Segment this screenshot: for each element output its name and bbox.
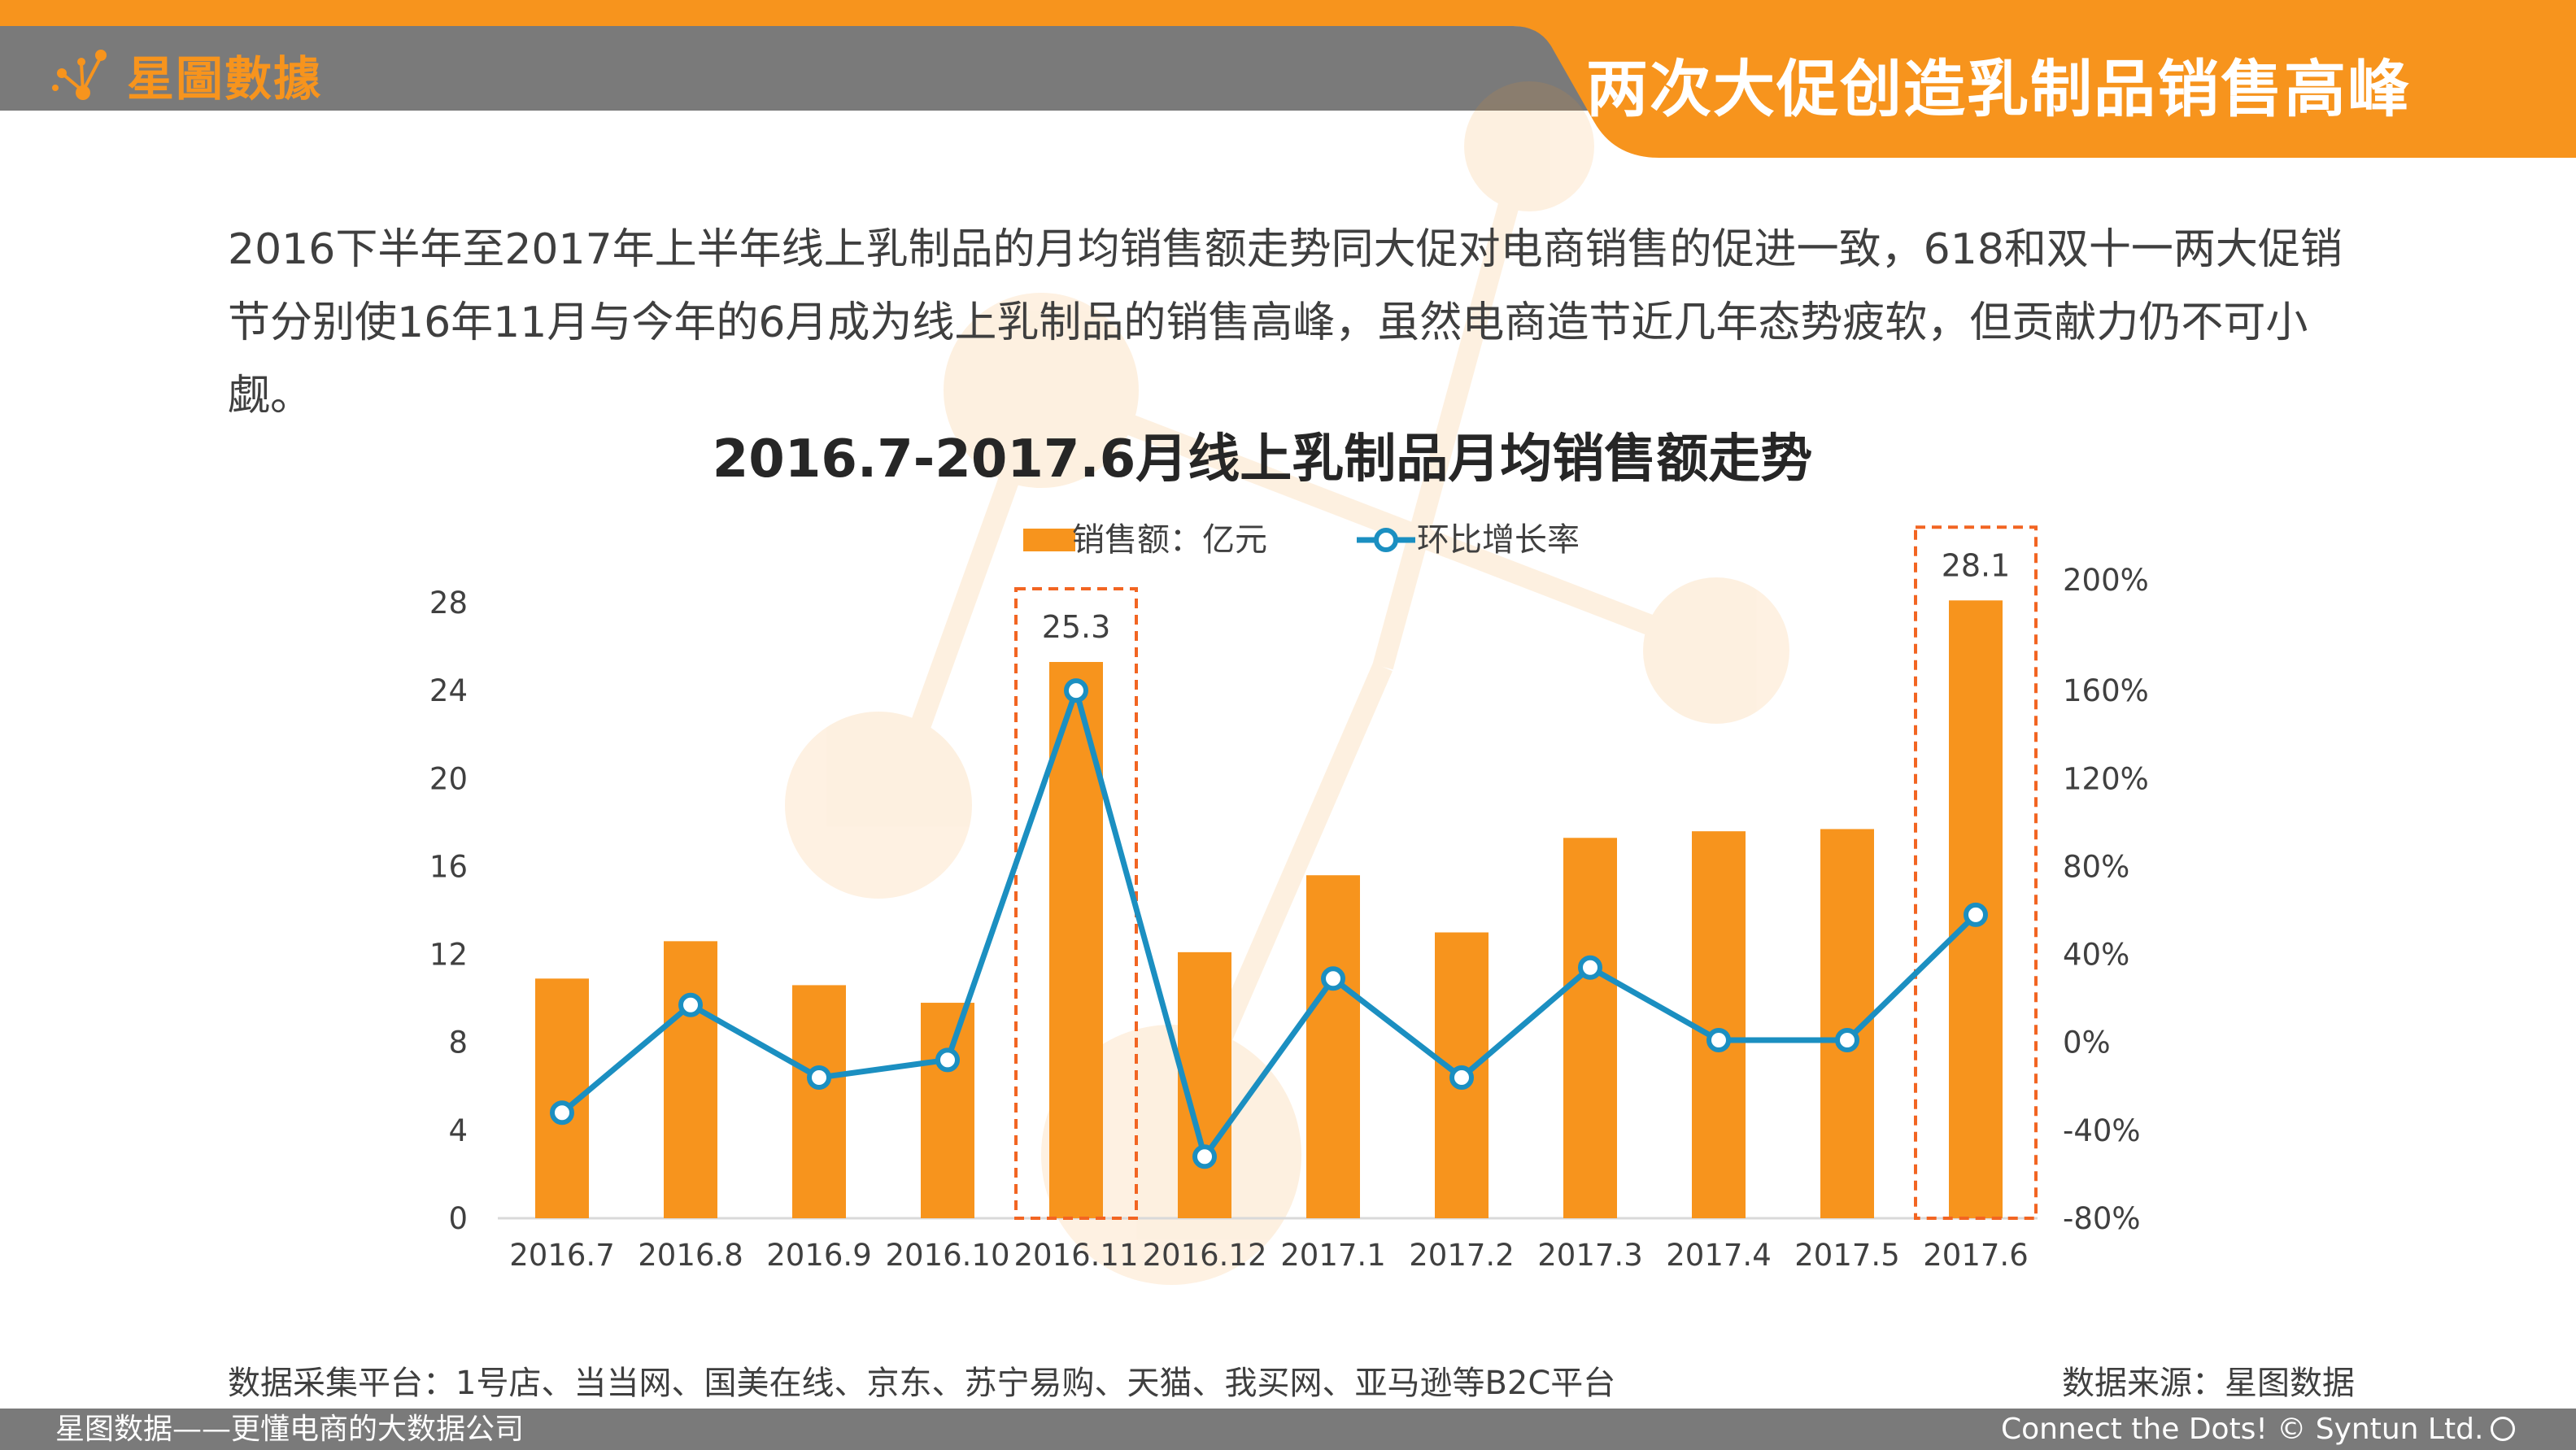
right-tick-label: 120% <box>2063 761 2149 796</box>
right-tick-label: -80% <box>2063 1201 2141 1236</box>
company-slogan: 星图数据——更懂电商的大数据公司 <box>55 1413 525 1446</box>
legend-line-marker <box>1374 528 1398 552</box>
left-tick-label: 12 <box>429 938 468 973</box>
bar-2017.4 <box>1692 831 1746 1218</box>
bar-2016.9 <box>792 985 846 1218</box>
constellation-logo-icon <box>52 50 107 100</box>
bar-2016.10 <box>921 1003 974 1218</box>
bar-series <box>535 600 2003 1218</box>
chart-legend: 销售额：亿元 环比增长率 <box>1023 521 1580 559</box>
source-platforms-note: 数据采集平台：1号店、当当网、国美在线、京东、苏宁易购、天猫、我买网、亚马逊等B… <box>228 1365 1616 1402</box>
brand-logo[interactable]: 星圖數據 <box>50 42 322 107</box>
page-title: 两次大促创造乳制品销售高峰 <box>1586 53 2411 125</box>
growth-marker-2016.9 <box>807 1065 831 1090</box>
highlight-boxes <box>1014 525 2038 1220</box>
x-tick-label: 2017.5 <box>1794 1238 1899 1273</box>
highlight-box-2017.6 <box>1914 525 2038 1220</box>
bar-2017.1 <box>1306 875 1360 1218</box>
header-orange-tab <box>1513 26 2576 158</box>
x-tick-label: 2016.7 <box>509 1238 614 1273</box>
growth-marker-2017.3 <box>1578 955 1602 980</box>
data-label-2017.6: 28.1 <box>1942 547 2011 583</box>
x-tick-label: 2016.8 <box>638 1238 743 1273</box>
bar-2016.8 <box>664 941 717 1218</box>
header-top-stripe <box>0 0 2576 26</box>
growth-marker-2016.12 <box>1192 1144 1217 1169</box>
growth-marker-2017.6 <box>1964 902 1988 927</box>
left-tick-label: 16 <box>429 849 468 884</box>
growth-marker-2017.5 <box>1835 1028 1859 1053</box>
header-background <box>0 0 2576 158</box>
growth-marker-2016.7 <box>550 1100 574 1126</box>
brand-badge-icon <box>2491 1417 2515 1441</box>
growth-marker-2016.11 <box>1064 678 1088 703</box>
right-tick-label: 80% <box>2063 849 2129 884</box>
left-tick-label: 8 <box>448 1025 468 1060</box>
x-tick-label: 2017.2 <box>1409 1238 1514 1273</box>
legend-bar-swatch <box>1023 529 1075 551</box>
growth-marker-2017.4 <box>1706 1028 1731 1053</box>
growth-marker-2017.1 <box>1321 966 1345 991</box>
growth-rate-markers <box>550 678 1988 1169</box>
bottom-bar: 星图数据——更懂电商的大数据公司 Connect the Dots! © Syn… <box>0 1409 2576 1450</box>
logo-text: 星圖數據 <box>127 51 323 107</box>
left-tick-label: 20 <box>429 761 468 796</box>
x-tick-label: 2016.11 <box>1013 1238 1138 1273</box>
left-axis: 0 4 8 12 16 20 24 28 <box>429 586 468 1236</box>
data-label-2016.11: 25.3 <box>1042 609 1111 645</box>
right-tick-label: 160% <box>2063 673 2149 708</box>
legend-line-label: 环比增长率 <box>1417 521 1580 559</box>
right-tick-label: 0% <box>2063 1025 2111 1060</box>
data-source-note: 数据来源：星图数据 <box>2062 1365 2355 1402</box>
x-tick-label: 2017.1 <box>1280 1238 1385 1273</box>
copyright-text: Connect the Dots! © Syntun Ltd. <box>2001 1413 2484 1446</box>
bar-data-labels: 25.3 28.1 <box>1042 547 2011 645</box>
x-tick-label: 2016.10 <box>885 1238 1009 1273</box>
x-axis-labels: 2016.7 2016.8 2016.9 2016.10 2016.11 2016.12 2… <box>509 1238 2028 1273</box>
x-tick-label: 2017.6 <box>1923 1238 2028 1273</box>
x-tick-label: 2017.4 <box>1666 1238 1771 1273</box>
right-tick-label: -40% <box>2063 1113 2141 1148</box>
left-tick-label: 24 <box>429 673 468 708</box>
left-tick-label: 0 <box>448 1201 468 1236</box>
growth-marker-2016.8 <box>678 992 703 1017</box>
header-gray-band <box>0 26 1602 111</box>
growth-marker-2017.2 <box>1449 1065 1474 1090</box>
bar-2017.3 <box>1563 838 1617 1218</box>
left-tick-label: 28 <box>429 586 468 620</box>
growth-marker-2016.10 <box>935 1047 960 1073</box>
right-axis: -80% -40% 0% 40% 80% 120% 160% 200% <box>2063 563 2149 1236</box>
x-tick-label: 2016.9 <box>766 1238 871 1273</box>
right-tick-label: 200% <box>2063 563 2149 598</box>
x-tick-label: 2016.12 <box>1142 1238 1266 1273</box>
growth-rate-line <box>560 687 1978 1160</box>
chart-title: 2016.7-2017.6月线上乳制品月均销售额走势 <box>713 429 1813 490</box>
legend-bar-label: 销售额：亿元 <box>1072 521 1267 559</box>
right-tick-label: 40% <box>2063 938 2129 973</box>
x-tick-label: 2017.3 <box>1537 1238 1642 1273</box>
left-tick-label: 4 <box>448 1113 468 1148</box>
summary-paragraph: 2016下半年至2017年上半年线上乳制品的月均销售额走势同大促对电商销售的促进… <box>228 225 2343 420</box>
